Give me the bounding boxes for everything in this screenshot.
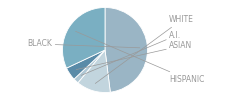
Wedge shape xyxy=(66,50,105,79)
Text: HISPANIC: HISPANIC xyxy=(76,31,204,84)
Text: A.I.: A.I. xyxy=(81,32,181,75)
Wedge shape xyxy=(74,50,105,83)
Wedge shape xyxy=(78,50,110,92)
Text: BLACK: BLACK xyxy=(28,40,140,48)
Wedge shape xyxy=(105,8,148,92)
Text: WHITE: WHITE xyxy=(95,16,194,84)
Wedge shape xyxy=(62,8,105,68)
Text: ASIAN: ASIAN xyxy=(76,42,192,70)
